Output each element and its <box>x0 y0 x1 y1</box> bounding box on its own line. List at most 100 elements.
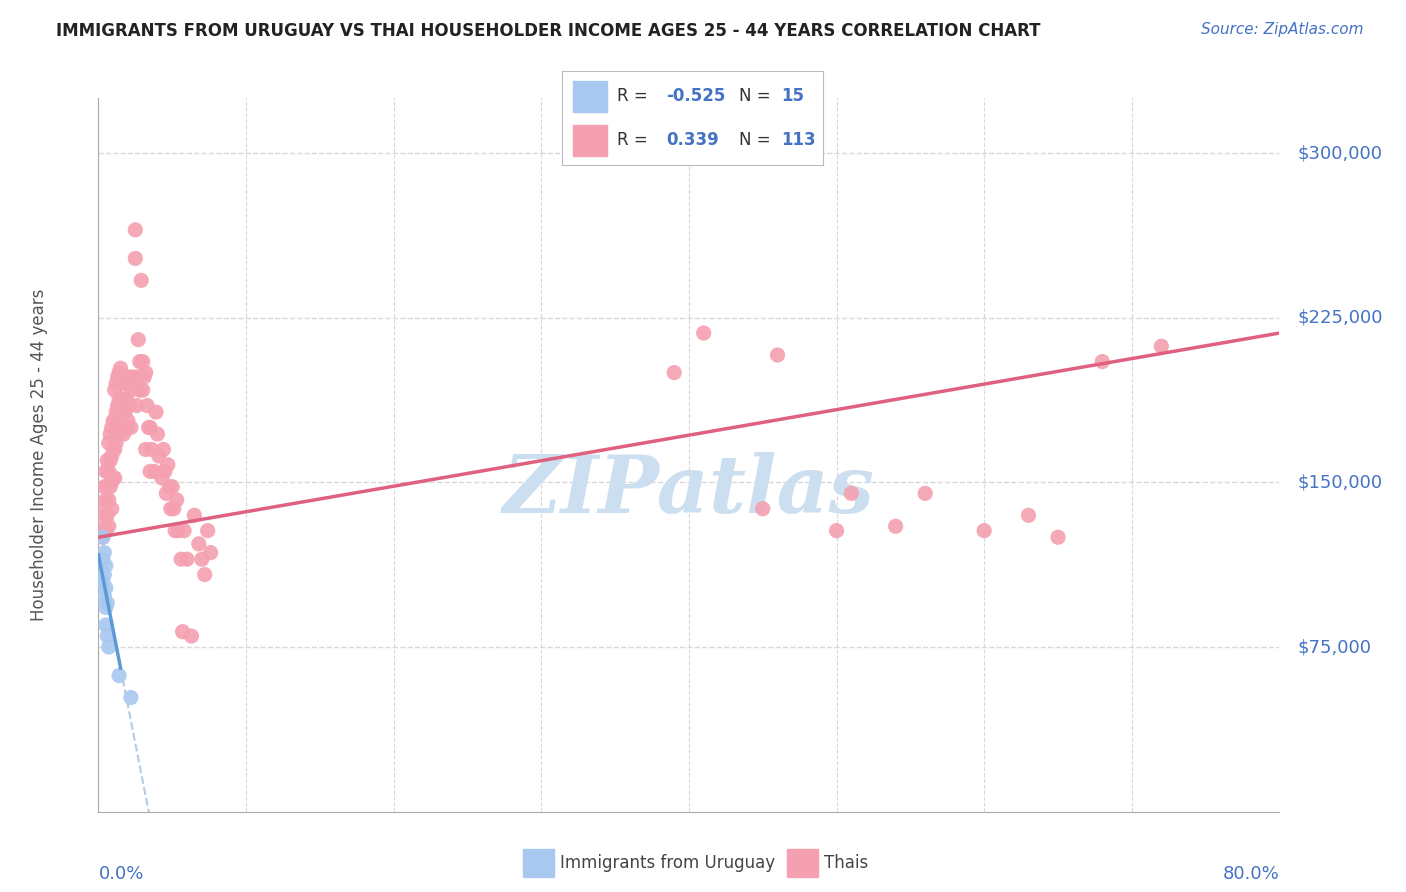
Point <box>163 501 186 516</box>
Point <box>105 405 128 419</box>
Text: $75,000: $75,000 <box>1298 638 1371 656</box>
Point <box>156 458 179 472</box>
Text: 0.339: 0.339 <box>666 131 720 149</box>
Point <box>97 492 120 507</box>
Bar <box>572 125 606 156</box>
Text: IMMIGRANTS FROM URUGUAY VS THAI HOUSEHOLDER INCOME AGES 25 - 44 YEARS CORRELATIO: IMMIGRANTS FROM URUGUAY VS THAI HOUSEHOL… <box>56 22 1040 40</box>
Text: $300,000: $300,000 <box>1298 144 1382 162</box>
Point <box>118 399 141 413</box>
Point <box>139 420 162 434</box>
Point <box>112 370 135 384</box>
Point <box>107 399 129 413</box>
Point <box>148 449 170 463</box>
Point <box>112 427 135 442</box>
Point <box>197 524 219 538</box>
Point <box>973 524 995 538</box>
Point <box>94 492 117 507</box>
Point <box>132 383 155 397</box>
Point <box>172 624 194 639</box>
Point <box>134 370 156 384</box>
Point <box>96 508 118 523</box>
Point <box>94 600 117 615</box>
Point <box>200 546 222 560</box>
Text: 0.0%: 0.0% <box>98 865 143 883</box>
Point <box>94 464 117 478</box>
Point <box>127 333 149 347</box>
Point <box>91 501 114 516</box>
Point <box>145 405 167 419</box>
Point <box>128 383 150 397</box>
Point <box>107 427 129 442</box>
Point <box>115 392 138 406</box>
Point <box>105 376 128 391</box>
Point <box>183 508 205 523</box>
Text: 113: 113 <box>780 131 815 149</box>
Text: R =: R = <box>617 87 652 104</box>
Text: ZIPatlas: ZIPatlas <box>503 452 875 529</box>
Point <box>1150 339 1173 353</box>
Point <box>98 427 121 442</box>
Point <box>117 376 139 391</box>
Point <box>97 435 120 450</box>
Point <box>751 501 773 516</box>
Point <box>135 442 157 457</box>
Point <box>135 366 157 380</box>
Point <box>153 464 176 478</box>
Point <box>120 383 142 397</box>
Point <box>157 480 180 494</box>
Point <box>108 366 131 380</box>
Text: $150,000: $150,000 <box>1298 474 1382 491</box>
Text: N =: N = <box>740 87 776 104</box>
Point <box>103 414 125 428</box>
Point <box>112 399 135 413</box>
Point <box>155 486 177 500</box>
Point <box>108 392 131 406</box>
Point <box>839 486 862 500</box>
Point <box>114 405 136 419</box>
Point <box>166 492 188 507</box>
Point <box>115 420 138 434</box>
Point <box>125 370 148 384</box>
Bar <box>787 849 818 877</box>
Point <box>103 442 125 457</box>
Point <box>150 471 173 485</box>
Point <box>825 524 848 538</box>
Point <box>124 252 146 266</box>
Point <box>104 383 127 397</box>
Point <box>110 361 132 376</box>
Text: Source: ZipAtlas.com: Source: ZipAtlas.com <box>1201 22 1364 37</box>
Point <box>167 524 190 538</box>
Point <box>146 427 169 442</box>
Text: Householder Income Ages 25 - 44 years: Householder Income Ages 25 - 44 years <box>31 289 48 621</box>
Point <box>118 370 141 384</box>
Point <box>180 629 202 643</box>
Point <box>100 449 122 463</box>
Point <box>124 223 146 237</box>
Point <box>100 475 122 490</box>
Point <box>125 399 148 413</box>
Point <box>93 480 115 494</box>
Point <box>93 590 115 604</box>
Point <box>132 354 155 368</box>
Point <box>103 471 125 485</box>
Text: Thais: Thais <box>824 854 868 872</box>
Point <box>98 480 121 494</box>
Point <box>107 370 129 384</box>
Text: R =: R = <box>617 131 652 149</box>
Point <box>1017 508 1039 523</box>
Point <box>94 581 117 595</box>
Text: 80.0%: 80.0% <box>1223 865 1279 883</box>
Point <box>104 471 127 485</box>
Bar <box>572 81 606 112</box>
Point <box>98 453 121 467</box>
Point <box>120 690 142 705</box>
Point <box>914 486 936 500</box>
Point <box>100 420 122 434</box>
Point <box>693 326 716 340</box>
Point <box>111 376 134 391</box>
Point <box>191 552 214 566</box>
Point <box>91 574 114 589</box>
Point <box>91 530 114 544</box>
Point <box>170 552 193 566</box>
Point <box>108 420 131 434</box>
